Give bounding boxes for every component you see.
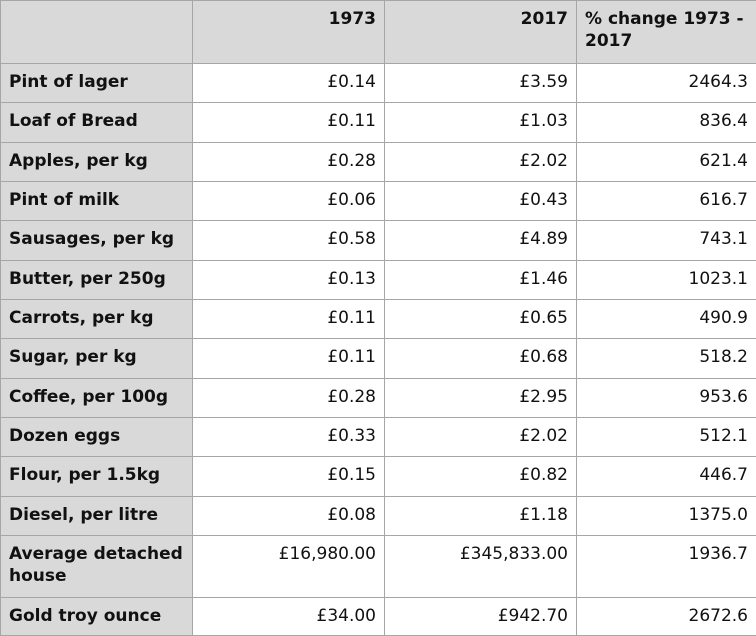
value-cell: 743.1: [577, 221, 756, 260]
value-cell: £0.08: [193, 496, 385, 535]
value-cell: £0.06: [193, 181, 385, 220]
value-cell: £2.95: [385, 378, 577, 417]
row-label: Average detached house: [1, 535, 193, 597]
row-label: Dozen eggs: [1, 417, 193, 456]
value-cell: £34.00: [193, 597, 385, 635]
value-cell: £0.82: [385, 457, 577, 496]
row-label: Coffee, per 100g: [1, 378, 193, 417]
row-label: Flour, per 1.5kg: [1, 457, 193, 496]
value-cell: £16,980.00: [193, 535, 385, 597]
value-cell: £0.11: [193, 103, 385, 142]
row-label: Diesel, per litre: [1, 496, 193, 535]
value-cell: £0.28: [193, 142, 385, 181]
value-cell: £0.43: [385, 181, 577, 220]
value-cell: £0.15: [193, 457, 385, 496]
value-cell: 2464.3: [577, 64, 756, 103]
value-cell: 2672.6: [577, 597, 756, 635]
header-row: 1973 2017 % change 1973 - 2017: [1, 1, 756, 64]
value-cell: 446.7: [577, 457, 756, 496]
value-cell: £3.59: [385, 64, 577, 103]
value-cell: 512.1: [577, 417, 756, 456]
value-cell: 490.9: [577, 299, 756, 338]
value-cell: 1023.1: [577, 260, 756, 299]
value-cell: 518.2: [577, 339, 756, 378]
value-cell: £2.02: [385, 417, 577, 456]
value-cell: £0.11: [193, 339, 385, 378]
value-cell: £0.14: [193, 64, 385, 103]
value-cell: £0.13: [193, 260, 385, 299]
corner-cell: [1, 1, 193, 64]
value-cell: 836.4: [577, 103, 756, 142]
row-label: Butter, per 250g: [1, 260, 193, 299]
row-label: Pint of milk: [1, 181, 193, 220]
value-cell: £0.58: [193, 221, 385, 260]
header-cell: 1973: [193, 1, 385, 64]
table-row: Average detached house£16,980.00£345,833…: [1, 535, 756, 597]
row-label: Sugar, per kg: [1, 339, 193, 378]
value-cell: 616.7: [577, 181, 756, 220]
value-cell: 953.6: [577, 378, 756, 417]
value-cell: £0.68: [385, 339, 577, 378]
value-cell: £1.46: [385, 260, 577, 299]
value-cell: 1375.0: [577, 496, 756, 535]
row-label: Loaf of Bread: [1, 103, 193, 142]
row-label: Sausages, per kg: [1, 221, 193, 260]
row-label: Apples, per kg: [1, 142, 193, 181]
row-label: Gold troy ounce: [1, 597, 193, 635]
value-cell: £345,833.00: [385, 535, 577, 597]
value-cell: £0.11: [193, 299, 385, 338]
header-cell: 2017: [385, 1, 577, 64]
value-cell: 621.4: [577, 142, 756, 181]
value-cell: £0.65: [385, 299, 577, 338]
value-cell: £0.28: [193, 378, 385, 417]
value-cell: £1.18: [385, 496, 577, 535]
header-cell: % change 1973 - 2017: [577, 1, 756, 64]
value-cell: £4.89: [385, 221, 577, 260]
row-label: Carrots, per kg: [1, 299, 193, 338]
row-label: Pint of lager: [1, 64, 193, 103]
value-cell: £1.03: [385, 103, 577, 142]
value-cell: £2.02: [385, 142, 577, 181]
value-cell: £0.33: [193, 417, 385, 456]
value-cell: 1936.7: [577, 535, 756, 597]
value-cell: £942.70: [385, 597, 577, 635]
